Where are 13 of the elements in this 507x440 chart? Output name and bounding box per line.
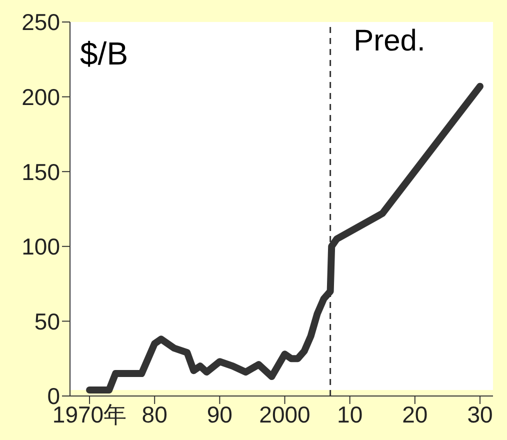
y-tick-label: 250 [22, 9, 60, 36]
x-tick-label: 10 [337, 401, 363, 428]
y-tick-label: 200 [22, 84, 60, 110]
y-tick-label: 150 [22, 158, 60, 185]
y-tick-label: 100 [22, 234, 60, 260]
ref-line-label: Pred. [354, 24, 426, 58]
y-tick-label: 50 [34, 308, 60, 334]
x-tick-label: 90 [206, 401, 232, 428]
x-tick-label: 2000 [259, 401, 310, 428]
x-tick-label: 30 [467, 401, 493, 428]
y-axis-title: $/B [80, 36, 128, 72]
x-tick-label: 20 [402, 401, 428, 428]
x-tick-label: 80 [142, 401, 168, 428]
